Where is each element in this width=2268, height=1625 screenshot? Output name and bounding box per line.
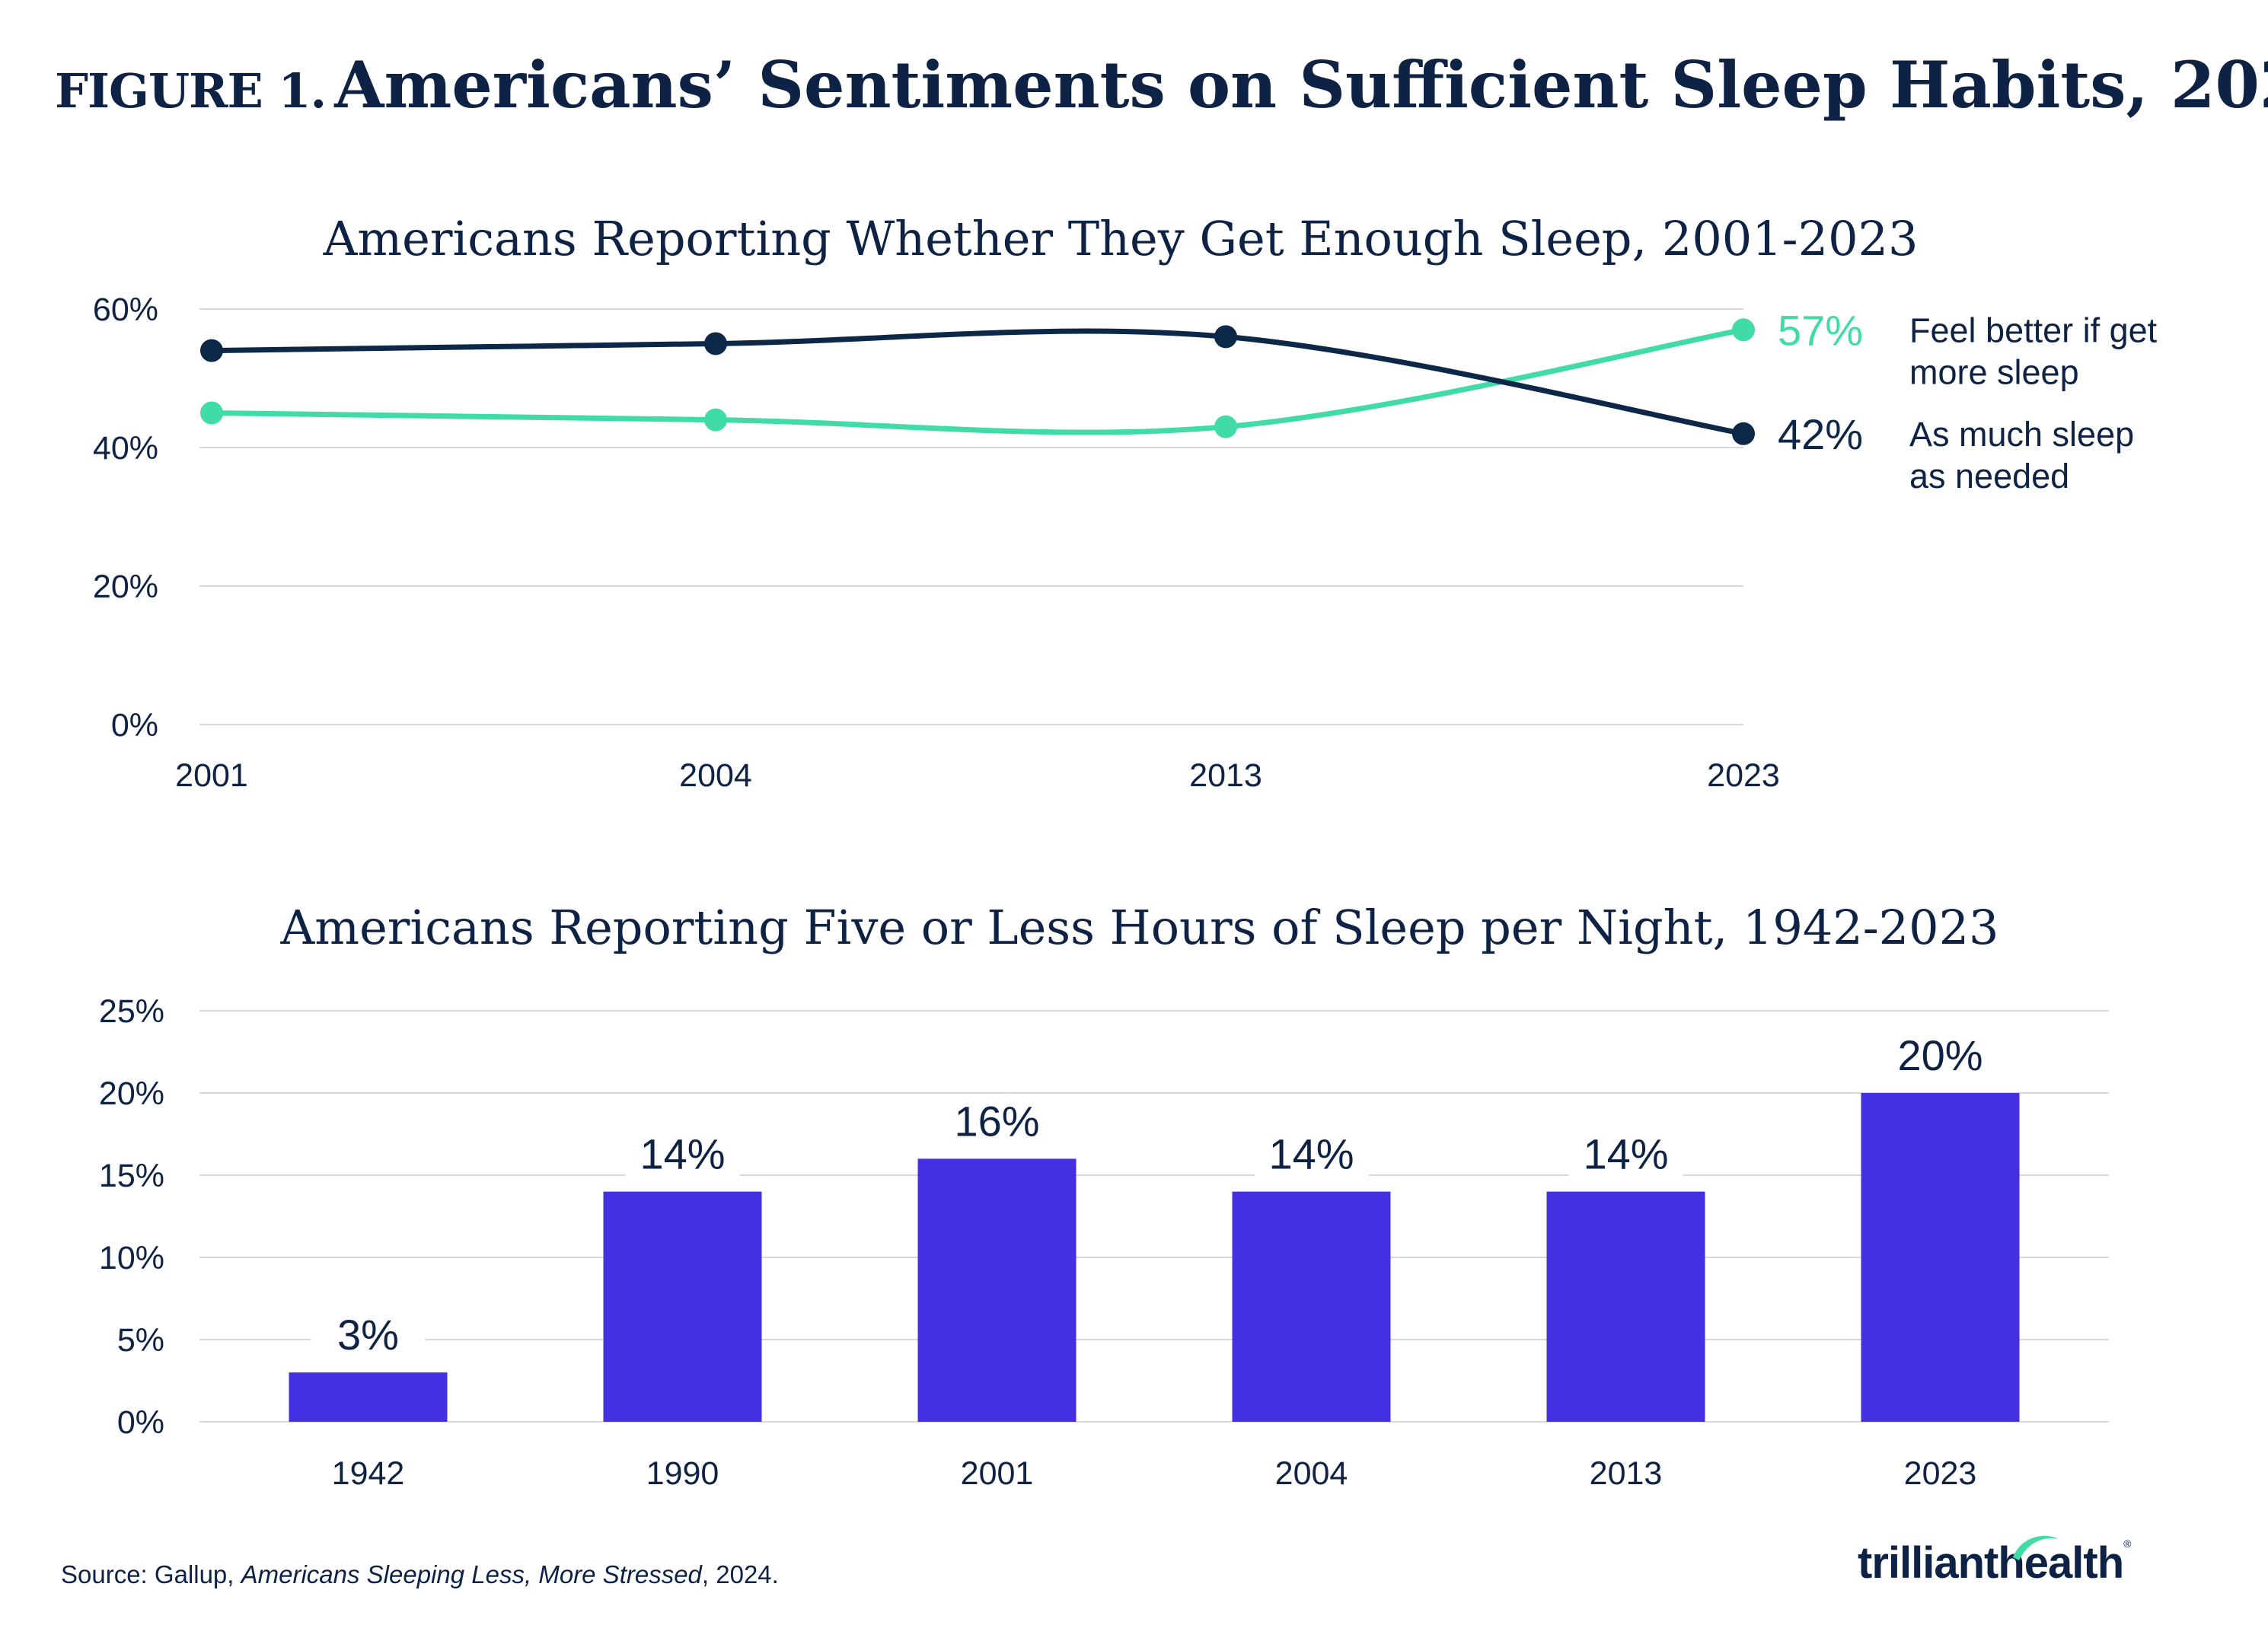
bar-2004: 14%	[1232, 1129, 1391, 1422]
data-point	[704, 408, 727, 432]
source-suffix: , 2024.	[701, 1560, 779, 1588]
legend-entry-line: more sleep	[1909, 352, 2079, 391]
data-point	[704, 332, 727, 355]
bar-rect	[1861, 1093, 2020, 1422]
data-point	[200, 339, 223, 362]
bar-label-background	[939, 1096, 1054, 1147]
line-y-tick-label: 40%	[93, 430, 158, 467]
line-x-tick-label: 2004	[679, 757, 752, 794]
bar-rect	[1232, 1191, 1391, 1422]
bar-data-label: 14%	[1583, 1130, 1668, 1178]
bar-x-tick-label: 1990	[646, 1455, 719, 1492]
bar-1990: 14%	[603, 1129, 762, 1422]
series-end-label: 42%	[1778, 410, 1863, 458]
legend-entry-line: As much sleep	[1909, 415, 2134, 454]
bar-y-tick-label: 5%	[117, 1322, 164, 1359]
line-series-enough-sleep: 42%	[200, 325, 1863, 458]
trilliant-health-logo: trillianthealth®	[1858, 1535, 2223, 1598]
logo-text-left: trilliant	[1858, 1538, 1998, 1588]
bar-y-tick-label: 25%	[99, 993, 164, 1030]
bar-chart-bars: 3% 14% 16% 14% 14% 20%	[289, 1031, 2020, 1422]
bar-label-background	[1254, 1129, 1369, 1180]
bar-x-tick-label: 2023	[1904, 1455, 1977, 1492]
series-line	[209, 327, 1746, 435]
legend-entry-line: as needed	[1909, 457, 2069, 495]
source-note: Source: Gallup, Americans Sleeping Less,…	[61, 1560, 779, 1589]
bar-1942: 3%	[289, 1310, 448, 1422]
bar-rect	[603, 1191, 762, 1422]
logo-swoosh-icon	[2013, 1535, 2059, 1560]
line-chart-x-ticks: 2001 2004 2013 2023	[175, 757, 1780, 794]
figure-title-text: Americans’ Sentiments on Sufficient Slee…	[334, 47, 2268, 123]
line-y-tick-label: 0%	[111, 707, 158, 744]
bar-data-label: 20%	[1897, 1031, 1983, 1079]
bar-x-tick-label: 2013	[1590, 1455, 1663, 1492]
line-chart-series: 57% 42%	[200, 306, 1863, 458]
logo-registered-mark: ®	[2123, 1537, 2131, 1550]
figure-title: FIGURE 1. Americans’ Sentiments on Suffi…	[55, 47, 2268, 123]
series-line	[209, 328, 1746, 437]
data-point	[1732, 318, 1755, 342]
data-point	[1732, 422, 1755, 445]
bar-x-tick-label: 2001	[961, 1455, 1034, 1492]
legend-entry-line: Feel better if get	[1909, 311, 2158, 349]
bar-2023: 20%	[1861, 1031, 2020, 1422]
line-x-tick-label: 2001	[175, 757, 248, 794]
bar-label-background	[311, 1310, 426, 1361]
bar-chart-grid	[199, 1010, 2109, 1423]
data-point	[200, 401, 223, 425]
data-point	[1214, 325, 1237, 349]
line-chart-grid	[199, 308, 1743, 725]
line-y-tick-label: 20%	[93, 569, 158, 605]
series-end-label: 57%	[1778, 306, 1863, 354]
bar-label-background	[625, 1129, 740, 1180]
bar-chart-y-ticks: 0% 5% 10% 15% 20% 25%	[99, 993, 164, 1441]
bar-data-label: 14%	[640, 1130, 725, 1178]
source-publication: Americans Sleeping Less, More Stressed	[241, 1560, 702, 1588]
bar-x-tick-label: 2004	[1275, 1455, 1348, 1492]
line-chart: Americans Reporting Whether They Get Eno…	[93, 211, 2158, 794]
bar-chart: Americans Reporting Five or Less Hours o…	[99, 900, 2109, 1492]
bar-data-label: 14%	[1268, 1130, 1354, 1178]
bar-chart-x-ticks: 1942 1990 2001 2004 2013 2023	[332, 1455, 1977, 1492]
bar-y-tick-label: 10%	[99, 1240, 164, 1276]
bar-y-tick-label: 20%	[99, 1075, 164, 1112]
bar-2001: 16%	[917, 1096, 1077, 1422]
charts-canvas: Americans Reporting Whether They Get Eno…	[93, 211, 2158, 1492]
line-x-tick-label: 2023	[1707, 757, 1780, 794]
bar-2013: 14%	[1546, 1129, 1705, 1422]
bar-rect	[1546, 1191, 1705, 1422]
figure-label: FIGURE 1.	[55, 63, 327, 119]
line-series-feel-better: 57%	[200, 306, 1863, 438]
line-chart-y-ticks: 0% 20% 40% 60%	[93, 292, 158, 744]
bar-rect	[917, 1158, 1077, 1422]
bar-label-background	[1568, 1129, 1683, 1180]
bar-data-label: 3%	[337, 1311, 399, 1359]
bar-data-label: 16%	[954, 1097, 1039, 1145]
bar-chart-title: Americans Reporting Five or Less Hours o…	[280, 900, 1999, 955]
bar-label-background	[1883, 1031, 1998, 1081]
line-x-tick-label: 2013	[1189, 757, 1262, 794]
source-prefix: Source: Gallup,	[61, 1560, 241, 1588]
bar-rect	[289, 1372, 448, 1422]
line-chart-title: Americans Reporting Whether They Get Eno…	[323, 211, 1919, 266]
data-point	[1214, 415, 1237, 438]
bar-y-tick-label: 0%	[117, 1404, 164, 1441]
bar-y-tick-label: 15%	[99, 1158, 164, 1194]
logo-text-right: health	[1998, 1538, 2124, 1588]
bar-x-tick-label: 1942	[332, 1455, 405, 1492]
line-y-tick-label: 60%	[93, 292, 158, 328]
